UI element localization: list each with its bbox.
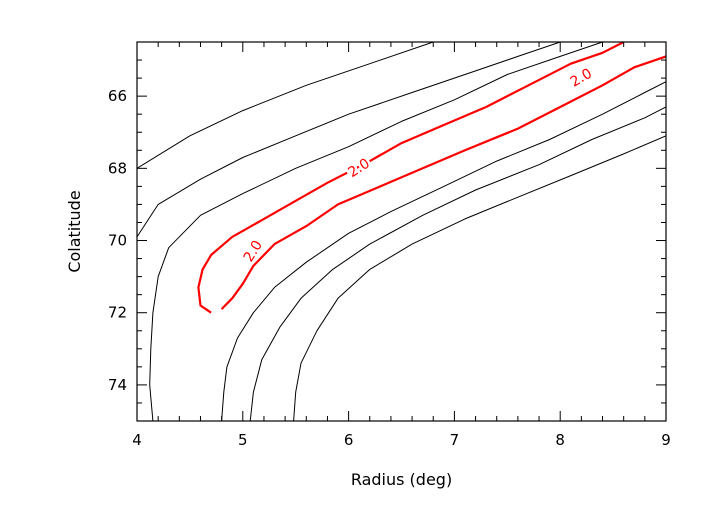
contour-line	[221, 81, 666, 421]
y-tick-label: 74	[108, 376, 127, 394]
x-tick-label: 5	[238, 431, 248, 449]
x-tick-label: 6	[344, 431, 354, 449]
x-tick-label: 8	[555, 431, 565, 449]
contour-line	[293, 135, 666, 421]
y-tick-label: 68	[108, 159, 127, 177]
x-tick-label: 4	[132, 431, 142, 449]
contour-labels: 2.0 2.0 2.0	[238, 63, 597, 267]
x-tick-label: 7	[450, 431, 460, 449]
contour-line-highlight	[197, 42, 625, 314]
y-tick-label: 66	[108, 87, 127, 105]
axis-ticks	[136, 41, 667, 422]
plot-frame	[136, 41, 667, 422]
contour-line	[137, 42, 561, 238]
contour-line	[137, 42, 434, 169]
y-axis-label: Colatitude	[65, 190, 84, 272]
contour-lines	[137, 42, 666, 421]
axis-tick-labels: 4 5 6 7 8 9 66 68 70 72 74	[108, 87, 671, 449]
contour-label: 2.0	[345, 156, 372, 181]
y-tick-label: 72	[108, 304, 127, 322]
x-axis-label: Radius (deg)	[351, 470, 452, 489]
x-tick-label: 9	[661, 431, 671, 449]
contour-line	[249, 106, 666, 421]
contour-line-highlight	[220, 55, 666, 310]
y-tick-label: 70	[108, 232, 127, 250]
contour-label: 2.0	[568, 66, 595, 91]
contour-line	[149, 42, 603, 421]
contour-label: 2.0	[241, 238, 266, 265]
